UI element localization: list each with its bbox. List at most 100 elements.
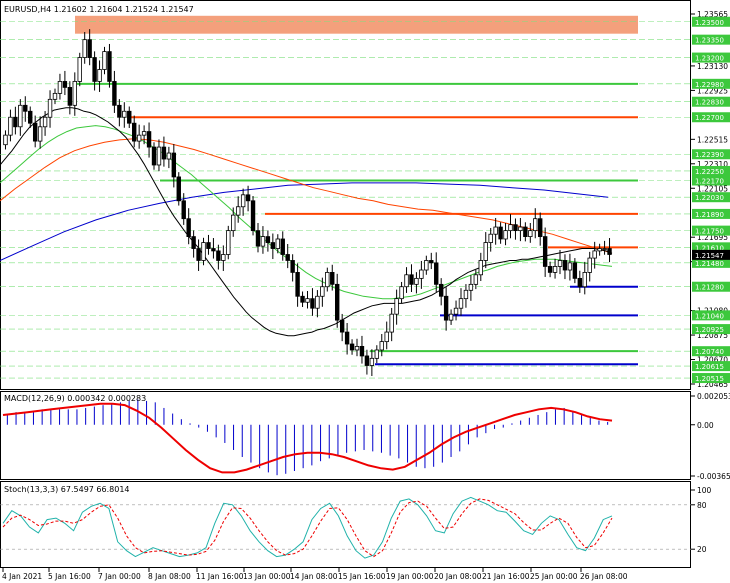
level-label-box (692, 242, 730, 253)
level-label-box (692, 225, 730, 236)
candle-body (221, 254, 226, 261)
candle-body (498, 226, 503, 240)
candle-body (216, 250, 221, 261)
candle-body (275, 238, 280, 249)
candle-body (458, 298, 464, 309)
candle-body (320, 286, 325, 297)
candle-body (112, 81, 117, 106)
stoch-axis: 100 80 20 (691, 486, 712, 554)
candle-body (47, 98, 53, 118)
candle-body (399, 286, 404, 300)
candle-body (265, 236, 271, 243)
macd-tick-label: 0.002053 (697, 392, 730, 401)
level-label-box (692, 112, 730, 123)
time-tick-label: 5 Jan 16:00 (48, 572, 91, 581)
candle-body (359, 346, 365, 357)
candle-body (270, 242, 276, 249)
stoch-k-line (2, 496, 613, 559)
level-label: 1.22830 (695, 99, 724, 107)
candle-body (349, 343, 355, 351)
level-label-box (692, 324, 730, 335)
time-tick-label: 14 Jan 08:00 (290, 572, 338, 581)
candle-body (28, 110, 33, 124)
candle-body (171, 152, 177, 178)
candle-body (92, 57, 97, 82)
price-tick-label: 1.22925 (697, 86, 728, 95)
level-label-box (692, 16, 730, 27)
candle-body (72, 81, 77, 106)
candle-body (547, 266, 553, 273)
candle-body (478, 260, 483, 276)
candle-body (335, 283, 340, 321)
candle-body (453, 307, 459, 315)
macd-tick-label: 0.00 (697, 421, 714, 430)
candle-body (82, 39, 87, 58)
price-tick-label: 1.20875 (697, 331, 728, 340)
candle-body (67, 87, 73, 106)
candle-body (23, 104, 28, 112)
price-tick-label: 1.20670 (697, 356, 728, 365)
candle-body (196, 248, 201, 261)
candle-body (587, 257, 592, 273)
candle-body (552, 266, 558, 273)
candle-body (483, 242, 488, 261)
candle-body (250, 200, 256, 232)
candle-body (260, 236, 266, 247)
candle-body (503, 230, 508, 240)
level-label: 1.21480 (695, 260, 724, 268)
macd-tick-label: -0.003658 (697, 472, 730, 481)
level-label-box (692, 310, 730, 321)
candle-body (161, 146, 167, 160)
macd-histogram (6, 399, 609, 476)
level-label: 1.23200 (695, 55, 724, 63)
level-label-box (692, 192, 730, 203)
ma-red-line (0, 138, 613, 254)
candle-body (330, 272, 335, 285)
candle-body (77, 57, 82, 82)
candle-body (240, 194, 246, 208)
time-tick-label: 4 Jan 2021 (2, 572, 42, 581)
candle-body (389, 313, 394, 333)
current-price-label: 1.21547 (695, 252, 724, 260)
level-label-box (692, 78, 730, 89)
candle-body (295, 272, 300, 297)
candle-body (533, 218, 538, 232)
time-tick-label: 13 Jan 00:00 (243, 572, 291, 581)
time-tick-label: 21 Jan 16:00 (482, 572, 530, 581)
candle-body (394, 298, 399, 315)
level-label: 1.20740 (695, 348, 724, 356)
candle-body (102, 51, 107, 70)
candle-body (141, 131, 147, 136)
level-label: 1.22030 (695, 194, 724, 202)
level-label-box (692, 281, 730, 292)
candle-body (538, 218, 543, 237)
candle-body (42, 116, 48, 128)
candle-body (518, 226, 523, 232)
candles-layer[interactable] (3, 29, 612, 377)
candle-body (523, 226, 528, 237)
candle-body (438, 283, 444, 297)
candle-body (567, 262, 573, 271)
candle-body (344, 331, 350, 345)
candle-body (290, 260, 295, 273)
candle-body (151, 146, 157, 166)
time-tick-label: 15 Jan 16:00 (338, 572, 386, 581)
candle-body (419, 269, 424, 279)
candle-body (369, 357, 375, 366)
level-label-box (692, 149, 730, 160)
candle-body (409, 274, 414, 285)
price-tick-label: 1.22515 (697, 135, 728, 144)
candle-body (339, 319, 345, 333)
time-tick-label: 11 Jan 16:00 (196, 572, 244, 581)
candle-body (206, 242, 211, 249)
candle-body (557, 260, 563, 267)
candle-body (300, 295, 305, 303)
stoch-d-line (2, 498, 613, 558)
candle-body (424, 260, 429, 271)
candle-body (508, 224, 513, 232)
candle-body (57, 81, 63, 94)
level-label-box (692, 361, 730, 372)
level-label-box (692, 208, 730, 219)
candle-body (448, 313, 454, 321)
